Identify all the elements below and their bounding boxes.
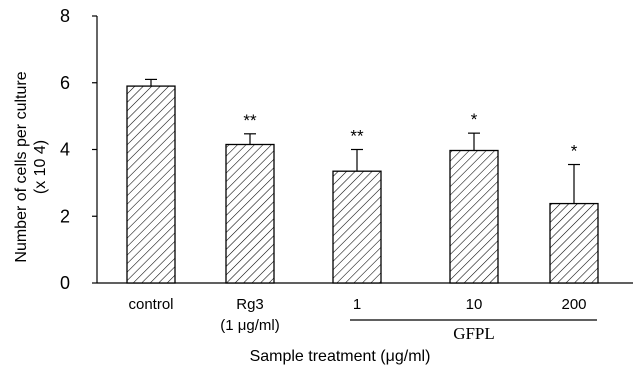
category-label: 200 [561,296,586,313]
bar [126,85,176,284]
significance-label: ** [243,111,257,130]
category-labels: control Rg3 (1 μg/ml) 1 10 200 [128,296,586,334]
bar [449,149,499,284]
group-label: GFPL [453,324,495,343]
y-tick-label: 2 [60,206,70,226]
bar [332,170,382,284]
x-axis-title: Sample treatment (μg/ml) [250,348,431,365]
significance-label: * [571,142,578,161]
category-label: 10 [466,296,483,313]
category-label: 1 [353,296,361,313]
y-tick-label: 8 [60,6,70,26]
category-label: Rg3 [236,296,264,313]
y-axis-title-line2: (x 10 4) [32,140,49,194]
significance-label: * [471,110,478,129]
y-ticks: 0 2 4 6 8 [60,6,97,293]
category-sublabel: (1 μg/ml) [220,317,279,334]
y-tick-label: 0 [60,273,70,293]
y-tick-label: 4 [60,140,70,160]
bars: ****** [126,78,599,284]
bar [225,143,275,284]
y-tick-label: 6 [60,73,70,93]
significance-label: ** [350,127,364,146]
y-axis-title-line1: Number of cells per culture [13,71,30,262]
category-label: control [128,296,173,313]
bar [549,202,599,284]
